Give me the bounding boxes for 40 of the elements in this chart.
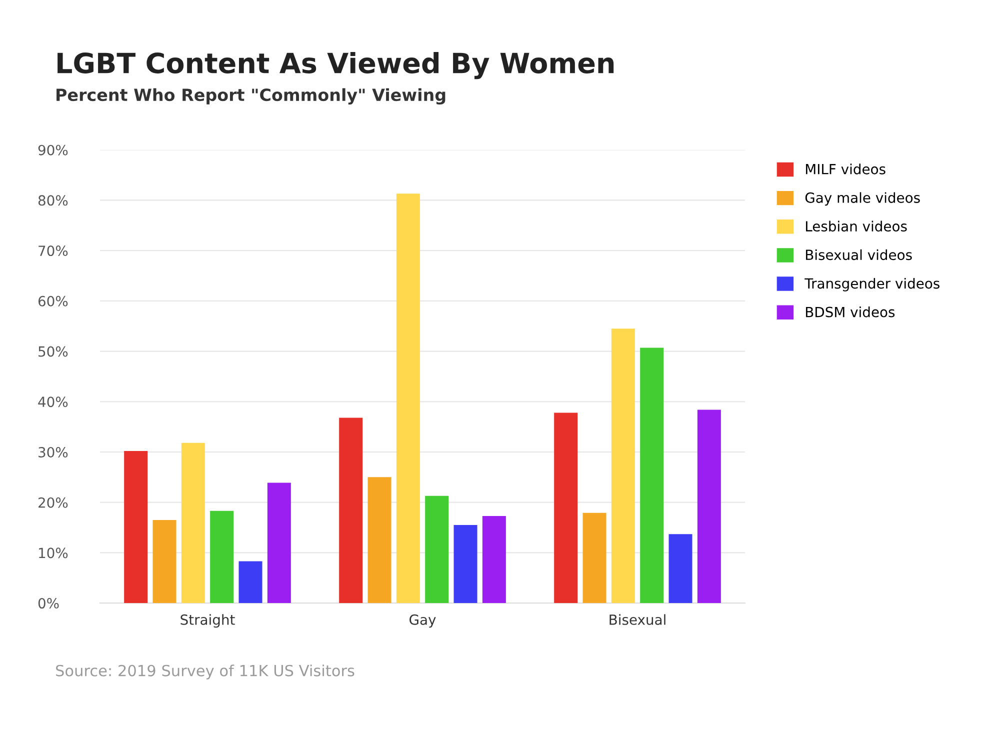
- source-note: Source: 2019 Survey of 11K US Visitors: [56, 664, 354, 680]
- bar: [124, 450, 148, 604]
- y-tick-label: 10%: [39, 548, 68, 558]
- y-tick-label: 70%: [38, 246, 68, 256]
- chart-subtitle: Percent Who Report "Commonly" Viewing: [56, 88, 446, 104]
- bar: [554, 412, 578, 604]
- y-tick-label: 30%: [38, 446, 68, 458]
- bar: [482, 516, 506, 604]
- bar: [267, 482, 291, 604]
- legend-label: MILF videos: [806, 164, 886, 174]
- bar: [368, 477, 392, 604]
- y-tick-label: 60%: [38, 296, 68, 306]
- y-tick-label: 40%: [38, 396, 68, 408]
- chart-title: LGBT Content As Viewed By Women: [58, 52, 614, 80]
- bar: [210, 510, 234, 604]
- bar: [668, 534, 692, 604]
- x-tick-label: Straight: [180, 614, 235, 628]
- y-tick-label: 80%: [38, 195, 68, 206]
- bar: [339, 418, 363, 604]
- legend-label: Transgender videos: [804, 278, 940, 292]
- y-tick-label: 50%: [38, 346, 68, 357]
- bar: [454, 525, 478, 604]
- bar: [152, 520, 176, 604]
- bar: [425, 496, 449, 604]
- x-tick-label: Gay: [410, 614, 436, 628]
- legend-label: BDSM videos: [806, 306, 895, 318]
- bar: [697, 410, 721, 604]
- legend-label: Bisexual videos: [806, 249, 912, 260]
- y-tick-label: 90%: [38, 144, 68, 156]
- bar: [582, 512, 606, 604]
- y-tick-label: 0%: [38, 598, 59, 609]
- bar: [396, 194, 420, 604]
- bar: [238, 561, 262, 604]
- legend-label: Lesbian videos: [806, 220, 907, 232]
- bar: [611, 328, 635, 604]
- x-tick-label: Bisexual: [610, 614, 666, 625]
- legend-label: Gay male videos: [805, 192, 920, 206]
- bar: [181, 442, 205, 604]
- bar: [640, 348, 664, 604]
- y-tick-label: 20%: [38, 497, 68, 508]
